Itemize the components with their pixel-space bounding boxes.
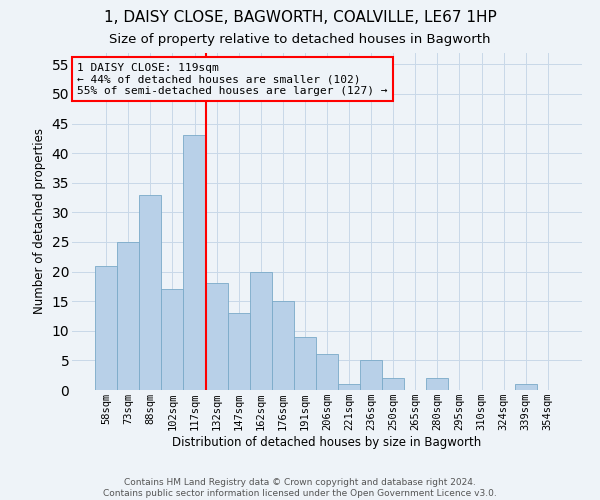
Y-axis label: Number of detached properties: Number of detached properties [33,128,46,314]
Bar [117,242,139,390]
Bar [272,301,294,390]
Bar [184,136,206,390]
Bar [515,384,537,390]
Bar [206,284,227,390]
Text: 1, DAISY CLOSE, BAGWORTH, COALVILLE, LE67 1HP: 1, DAISY CLOSE, BAGWORTH, COALVILLE, LE6… [104,10,496,25]
Bar [382,378,404,390]
Text: Contains HM Land Registry data © Crown copyright and database right 2024.
Contai: Contains HM Land Registry data © Crown c… [103,478,497,498]
Bar [139,194,161,390]
Text: 1 DAISY CLOSE: 119sqm
← 44% of detached houses are smaller (102)
55% of semi-det: 1 DAISY CLOSE: 119sqm ← 44% of detached … [77,62,388,96]
Bar [294,336,316,390]
Bar [95,266,117,390]
Bar [227,313,250,390]
Bar [316,354,338,390]
X-axis label: Distribution of detached houses by size in Bagworth: Distribution of detached houses by size … [172,436,482,449]
Text: Size of property relative to detached houses in Bagworth: Size of property relative to detached ho… [109,32,491,46]
Bar [250,272,272,390]
Bar [161,290,184,390]
Bar [338,384,360,390]
Bar [360,360,382,390]
Bar [427,378,448,390]
